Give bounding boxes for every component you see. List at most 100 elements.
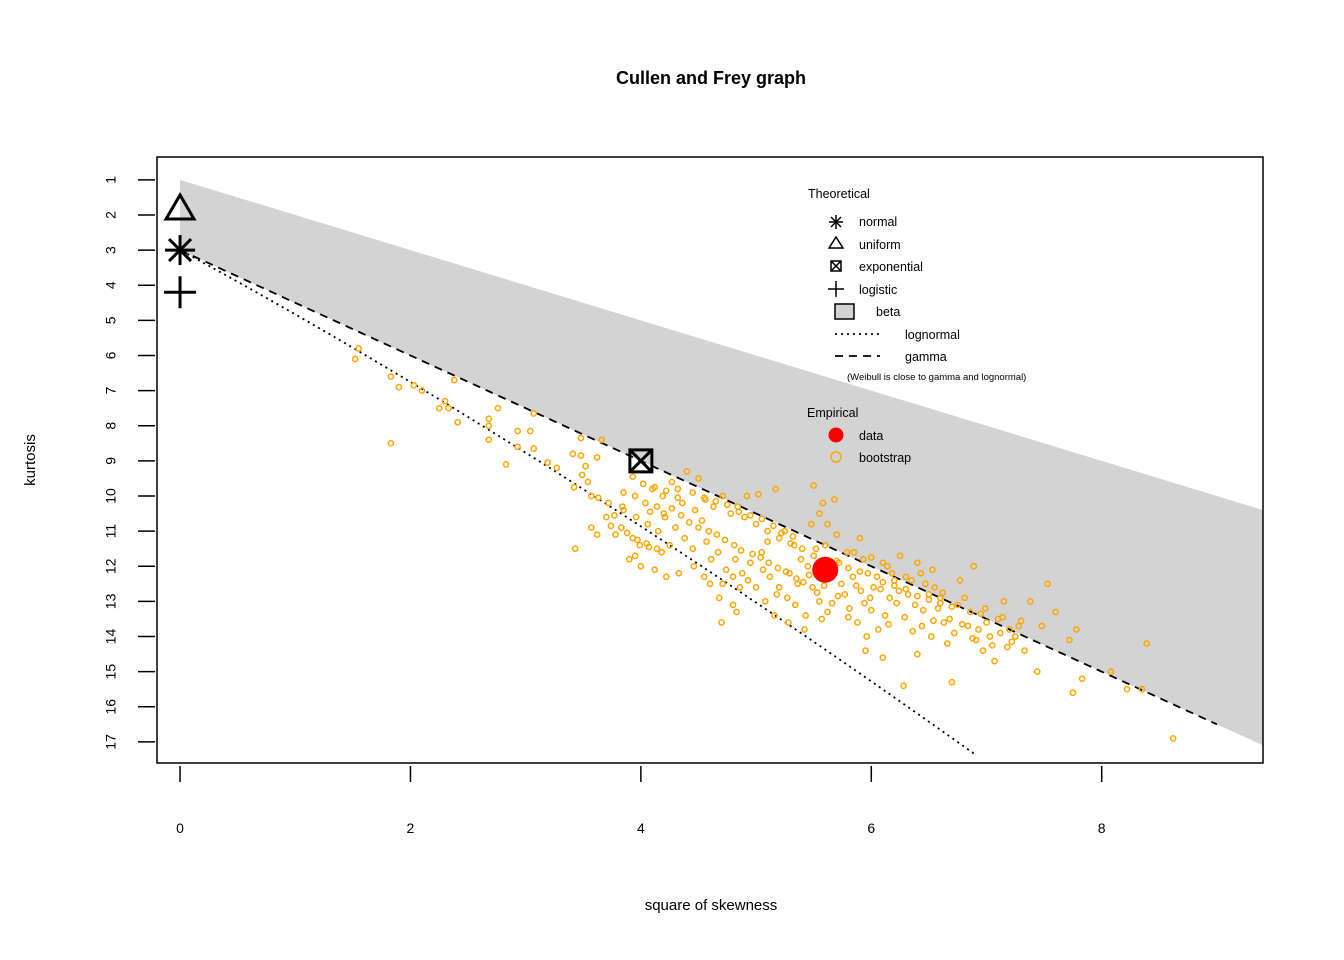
bootstrap-point xyxy=(772,485,780,493)
bootstrap-point xyxy=(986,633,994,640)
bootstrap-point xyxy=(569,450,577,458)
theoretical-markers xyxy=(163,191,654,474)
bootstrap-point xyxy=(593,454,601,461)
legend-data-label: data xyxy=(859,429,883,443)
bootstrap-point xyxy=(759,566,767,574)
bootstrap-point xyxy=(743,492,751,500)
bootstrap-point xyxy=(864,569,872,577)
bootstrap-point xyxy=(744,576,752,584)
bootstrap-point xyxy=(774,564,782,572)
bootstrap-point xyxy=(454,418,462,426)
bootstrap-point xyxy=(719,580,727,588)
bootstrap-point xyxy=(691,506,699,514)
bootstrap-point xyxy=(884,562,891,570)
legend-uniform-icon xyxy=(827,235,845,249)
bootstrap-point xyxy=(1003,643,1011,651)
bootstrap-point xyxy=(958,620,966,628)
bootstrap-point xyxy=(766,573,774,581)
bootstrap-point xyxy=(1017,617,1025,625)
legend-bootstrap-label: bootstrap xyxy=(859,451,911,465)
bootstrap-point xyxy=(818,615,826,623)
bootstrap-point xyxy=(577,434,585,442)
bootstrap-point xyxy=(758,548,766,556)
bootstrap-point xyxy=(809,583,816,591)
bootstrap-point xyxy=(813,589,821,596)
bootstrap-point xyxy=(653,545,661,553)
bootstrap-point xyxy=(703,538,710,546)
bootstrap-point xyxy=(902,573,910,581)
bootstrap-point xyxy=(675,569,683,577)
bootstrap-point xyxy=(925,596,933,603)
bootstrap-point xyxy=(653,503,661,510)
bootstrap-point xyxy=(1000,598,1008,605)
bootstrap-point xyxy=(514,427,521,435)
bootstrap-point xyxy=(612,531,619,539)
y-tick-label: 8 xyxy=(103,422,119,430)
bootstrap-point xyxy=(602,513,610,521)
bootstrap-point xyxy=(735,508,743,516)
bootstrap-point xyxy=(1033,668,1041,676)
bootstrap-point xyxy=(672,524,679,531)
bootstrap-point xyxy=(695,475,702,482)
bootstrap-point xyxy=(651,483,659,491)
bootstrap-point xyxy=(730,541,738,549)
y-tick-label: 3 xyxy=(103,246,119,254)
bootstrap-point xyxy=(940,619,948,626)
bootstrap-point xyxy=(666,541,674,549)
bootstrap-point xyxy=(713,531,721,539)
bootstrap-point xyxy=(435,404,443,412)
bootstrap-point xyxy=(620,506,627,514)
bootstrap-point xyxy=(979,647,987,654)
chart-title: Cullen and Frey graph xyxy=(616,68,806,88)
bootstrap-point xyxy=(681,534,689,542)
y-tick-label: 2 xyxy=(103,211,119,219)
x-tick-label: 2 xyxy=(407,820,415,836)
legend-normal-label: normal xyxy=(859,215,897,229)
bootstrap-point xyxy=(950,629,958,637)
bootstrap-point xyxy=(738,569,746,577)
theoretical-normal-marker xyxy=(165,235,196,266)
bootstrap-point xyxy=(828,599,836,607)
y-tick-label: 15 xyxy=(103,664,119,680)
bootstrap-point xyxy=(659,492,667,500)
bootstrap-point xyxy=(857,587,865,595)
bootstrap-point xyxy=(784,619,792,626)
bootstrap-point xyxy=(919,606,927,614)
bootstrap-point xyxy=(833,531,841,539)
bootstrap-point xyxy=(943,640,951,647)
y-axis-label: kurtosis xyxy=(22,434,39,486)
uniform-triangle xyxy=(163,191,197,221)
bootstrap-point xyxy=(746,559,754,567)
bootstrap-point xyxy=(629,473,637,481)
bootstrap-point xyxy=(752,583,760,591)
bootstrap-point xyxy=(749,550,756,558)
bootstrap-point xyxy=(791,601,799,609)
bootstrap-point xyxy=(909,627,917,635)
bootstrap-point xyxy=(658,548,665,556)
bootstrap-point xyxy=(929,566,936,574)
bootstrap-point xyxy=(578,471,586,479)
bootstrap-point xyxy=(775,534,783,542)
bootstrap-point xyxy=(799,578,807,586)
x-tick-label: 8 xyxy=(1098,820,1106,836)
bootstrap-point xyxy=(816,510,823,517)
bootstrap-point xyxy=(683,468,691,475)
bootstrap-point xyxy=(948,603,956,611)
legend-theoretical-title: Theoretical xyxy=(808,187,870,201)
bootstrap-point xyxy=(695,524,702,531)
bootstrap-point xyxy=(741,513,748,521)
bootstrap-point xyxy=(834,592,842,600)
legend: Theoretical normal uniform exponential l… xyxy=(807,187,1026,465)
bootstrap-point xyxy=(660,510,668,517)
bootstrap-point xyxy=(727,510,735,517)
bootstrap-point xyxy=(1006,626,1013,633)
bootstrap-point xyxy=(1015,622,1023,630)
bootstrap-point xyxy=(387,373,395,380)
bootstrap-point xyxy=(631,552,639,560)
bootstrap-point xyxy=(930,617,937,625)
bootstrap-point xyxy=(787,540,794,547)
bootstrap-point xyxy=(626,555,633,563)
bootstrap-point xyxy=(837,580,845,588)
bootstrap-point xyxy=(895,587,903,595)
bootstrap-point xyxy=(1069,689,1077,697)
